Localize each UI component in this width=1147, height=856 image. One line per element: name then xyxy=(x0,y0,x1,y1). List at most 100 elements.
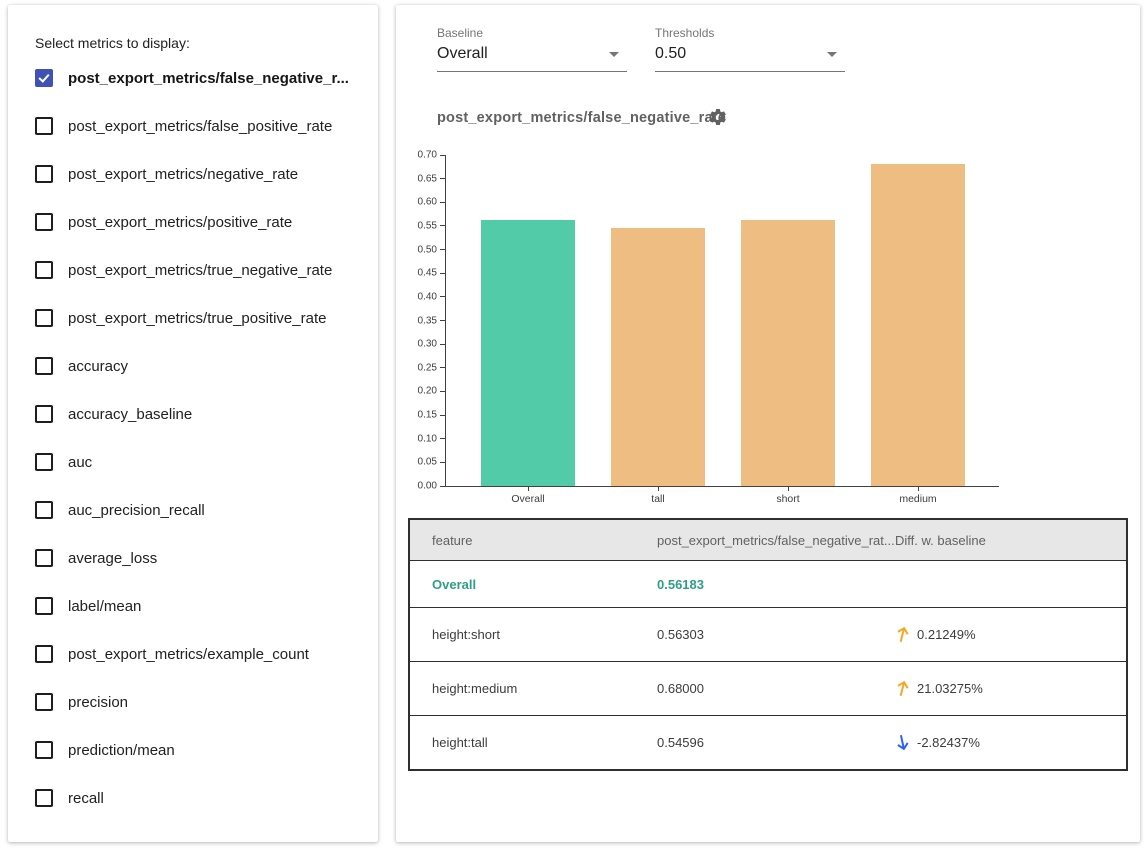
metric-value-cell: 0.54596 xyxy=(657,735,895,750)
metric-checkbox[interactable] xyxy=(35,309,53,327)
thresholds-select-value: 0.50 xyxy=(655,45,845,72)
y-axis-tick xyxy=(440,273,446,274)
metric-checkbox-item[interactable]: auc xyxy=(8,438,378,486)
y-axis-tick-label: 0.35 xyxy=(418,315,437,326)
feature-cell: height:medium xyxy=(410,681,657,696)
metric-label: auc xyxy=(68,454,92,471)
metric-checkbox-item[interactable]: accuracy xyxy=(8,342,378,390)
metric-value-cell: 0.56303 xyxy=(657,627,895,642)
table-row[interactable]: height:short 0.56303 0.21249% xyxy=(410,607,1126,661)
metric-checkbox[interactable] xyxy=(35,645,53,663)
diff-value: 21.03275% xyxy=(917,681,983,696)
bar-Overall[interactable] xyxy=(481,220,575,486)
metric-label: post_export_metrics/example_count xyxy=(68,646,309,663)
metric-checkbox-item[interactable]: post_export_metrics/negative_rate xyxy=(8,150,378,198)
table-row[interactable]: height:medium 0.68000 21.03275% xyxy=(410,661,1126,715)
metric-checkbox[interactable] xyxy=(35,405,53,423)
dropdown-arrow-icon[interactable] xyxy=(609,52,619,57)
metric-label: post_export_metrics/positive_rate xyxy=(68,214,292,231)
metric-checkbox-item[interactable]: post_export_metrics/false_positive_rate xyxy=(8,102,378,150)
metric-checkbox[interactable] xyxy=(35,357,53,375)
metric-checkbox[interactable] xyxy=(35,693,53,711)
metric-checkbox-item[interactable]: recall xyxy=(8,774,378,822)
metrics-list: post_export_metrics/false_negative_r... … xyxy=(8,54,378,822)
y-axis-tick-label: 0.20 xyxy=(418,386,437,397)
bar-chart: 0.000.050.100.150.200.250.300.350.400.45… xyxy=(415,150,1030,512)
metric-label: average_loss xyxy=(68,550,157,567)
y-axis-tick xyxy=(440,249,446,250)
table-header-metric: post_export_metrics/false_negative_rat..… xyxy=(657,533,895,548)
y-axis-tick-label: 0.40 xyxy=(418,291,437,302)
metric-checkbox[interactable] xyxy=(35,789,53,807)
x-axis-tick-label: Overall xyxy=(511,493,544,505)
feature-cell: Overall xyxy=(410,577,657,592)
metric-checkbox-item[interactable]: auc_precision_recall xyxy=(8,486,378,534)
metric-checkbox-item[interactable]: post_export_metrics/example_count xyxy=(8,630,378,678)
metric-checkbox[interactable] xyxy=(35,453,53,471)
table-body: Overall 0.56183 height:short 0.56303 0.2… xyxy=(410,560,1126,769)
metric-checkbox-item[interactable]: label/mean xyxy=(8,582,378,630)
chart-title: post_export_metrics/false_negative_rate xyxy=(437,110,726,126)
metric-label: auc_precision_recall xyxy=(68,502,205,519)
metric-label: recall xyxy=(68,790,104,807)
x-axis-tick xyxy=(658,486,659,491)
table-row[interactable]: Overall 0.56183 xyxy=(410,560,1126,607)
baseline-select-value: Overall xyxy=(437,45,627,72)
y-axis-tick xyxy=(440,391,446,392)
y-axis-tick xyxy=(440,415,446,416)
baseline-select[interactable]: Baseline Overall xyxy=(437,26,627,72)
thresholds-select-label: Thresholds xyxy=(655,26,845,40)
metric-checkbox[interactable] xyxy=(35,741,53,759)
metric-checkbox-item[interactable]: post_export_metrics/positive_rate xyxy=(8,198,378,246)
metric-label: prediction/mean xyxy=(68,742,175,759)
bar-tall[interactable] xyxy=(611,228,705,486)
metric-checkbox[interactable] xyxy=(35,165,53,183)
arrow-up-icon xyxy=(893,623,912,645)
metrics-select-panel: Select metrics to display: post_export_m… xyxy=(8,5,378,842)
metric-checkbox-item[interactable]: average_loss xyxy=(8,534,378,582)
y-axis-tick xyxy=(440,462,446,463)
metric-checkbox-item[interactable]: post_export_metrics/true_negative_rate xyxy=(8,246,378,294)
diff-value: 0.21249% xyxy=(917,627,976,642)
metric-checkbox[interactable] xyxy=(35,213,53,231)
metric-checkbox[interactable] xyxy=(35,549,53,567)
x-axis-tick-label: medium xyxy=(899,493,936,505)
metric-checkbox[interactable] xyxy=(35,501,53,519)
y-axis-tick-label: 0.05 xyxy=(418,457,437,468)
y-axis-tick-label: 0.45 xyxy=(418,268,437,279)
metric-checkbox[interactable] xyxy=(35,117,53,135)
metric-checkbox-item[interactable]: post_export_metrics/false_negative_r... xyxy=(8,54,378,102)
metric-checkbox-item[interactable]: prediction/mean xyxy=(8,726,378,774)
metric-checkbox[interactable] xyxy=(35,69,53,87)
table-header-feature: feature xyxy=(410,533,657,548)
metric-label: accuracy_baseline xyxy=(68,406,192,423)
metric-label: post_export_metrics/false_positive_rate xyxy=(68,118,332,135)
bar-medium[interactable] xyxy=(871,164,965,486)
y-axis-tick-label: 0.55 xyxy=(418,220,437,231)
metric-checkbox-item[interactable]: post_export_metrics/true_positive_rate xyxy=(8,294,378,342)
table-header-diff: Diff. w. baseline xyxy=(895,533,1126,548)
y-axis-tick-label: 0.65 xyxy=(418,173,437,184)
x-axis-tick xyxy=(788,486,789,491)
y-axis-tick-label: 0.50 xyxy=(418,244,437,255)
table-row[interactable]: height:tall 0.54596 -2.82437% xyxy=(410,715,1126,769)
feature-cell: height:short xyxy=(410,627,657,642)
chart-settings-button[interactable] xyxy=(708,107,728,127)
metric-checkbox[interactable] xyxy=(35,597,53,615)
metrics-display-panel: Baseline Overall Thresholds 0.50 post_ex… xyxy=(396,5,1140,842)
thresholds-select[interactable]: Thresholds 0.50 xyxy=(655,26,845,72)
dropdown-arrow-icon[interactable] xyxy=(827,52,837,57)
metric-checkbox-item[interactable]: precision xyxy=(8,678,378,726)
baseline-select-label: Baseline xyxy=(437,26,627,40)
x-axis-tick xyxy=(528,486,529,491)
bar-short[interactable] xyxy=(741,220,835,486)
feature-cell: height:tall xyxy=(410,735,657,750)
y-axis-tick xyxy=(440,344,446,345)
metric-label: post_export_metrics/negative_rate xyxy=(68,166,298,183)
metric-checkbox-item[interactable]: accuracy_baseline xyxy=(8,390,378,438)
y-axis-tick xyxy=(440,367,446,368)
y-axis-tick xyxy=(440,486,446,487)
y-axis-tick-label: 0.25 xyxy=(418,362,437,373)
metrics-select-title: Select metrics to display: xyxy=(35,35,190,51)
metric-checkbox[interactable] xyxy=(35,261,53,279)
